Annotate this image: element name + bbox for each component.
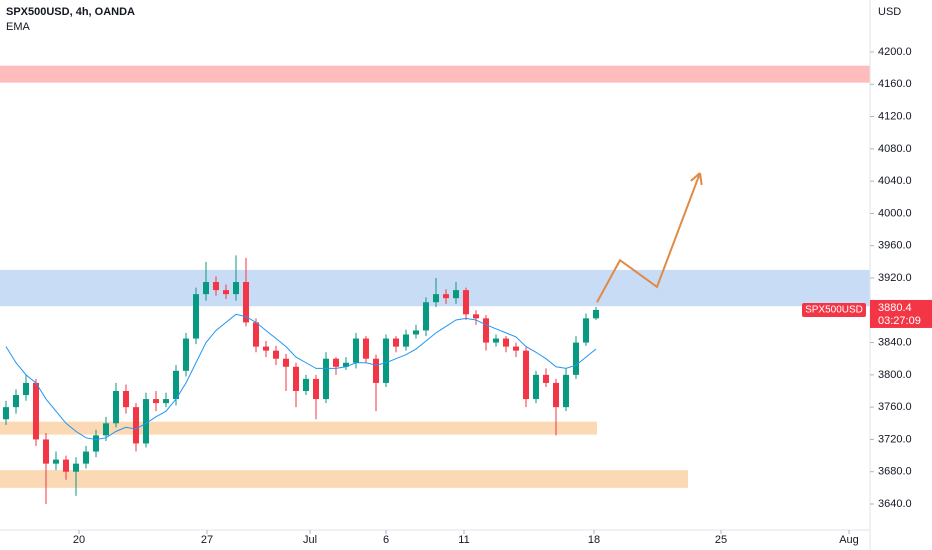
candle-body xyxy=(133,407,139,444)
candle-body xyxy=(493,338,499,343)
y-tick-label: 4000.0 xyxy=(878,207,912,219)
x-tick-label: 27 xyxy=(201,534,213,546)
candle-body xyxy=(83,451,89,464)
y-tick-label: 4120.0 xyxy=(878,110,912,122)
candle-body xyxy=(153,399,159,404)
candle-body xyxy=(553,382,559,408)
candle-body xyxy=(243,282,249,323)
symbol-tag-text: SPX500USD xyxy=(805,305,863,316)
y-tick-label: 3720.0 xyxy=(878,433,912,445)
arrow-head xyxy=(690,172,701,182)
candle-body xyxy=(193,294,199,339)
candle-body xyxy=(73,463,79,472)
symbol-tag xyxy=(802,302,866,317)
zone xyxy=(0,421,597,435)
candle-body xyxy=(383,338,389,383)
y-tick-label: 3840.0 xyxy=(878,336,912,348)
y-tick-label: 3640.0 xyxy=(878,498,912,510)
candle-body xyxy=(3,407,9,420)
candle-body xyxy=(583,318,589,343)
candle-body xyxy=(103,423,109,436)
candle-body xyxy=(523,350,529,400)
ema-line xyxy=(5,313,597,440)
candle-body xyxy=(443,294,449,299)
candle-body xyxy=(183,338,189,371)
candle-body xyxy=(543,374,549,383)
candle-body xyxy=(533,374,539,400)
candle-body xyxy=(573,342,579,375)
candle-body xyxy=(273,350,279,359)
candle-body xyxy=(453,290,459,299)
zone xyxy=(0,65,870,83)
candle-body xyxy=(333,358,339,367)
candle-body xyxy=(143,399,149,444)
candle-body xyxy=(63,459,69,472)
last-price: 3880.4 xyxy=(878,302,912,314)
candle-body xyxy=(563,374,569,408)
candle-body xyxy=(433,294,439,303)
x-tick-label: Jul xyxy=(303,534,317,546)
candle-body xyxy=(593,309,599,319)
x-tick-label: 20 xyxy=(73,534,85,546)
currency-label: USD xyxy=(878,6,901,18)
arrow-head xyxy=(699,172,703,186)
candle-body xyxy=(233,282,239,295)
y-tick-label: 4080.0 xyxy=(878,143,912,155)
candle-body xyxy=(43,439,49,464)
candle-body xyxy=(343,362,349,367)
candle-body xyxy=(23,382,29,396)
x-tick-label: 6 xyxy=(383,534,389,546)
candle-body xyxy=(353,338,359,363)
candle-body xyxy=(323,358,329,400)
indicator-label: EMA xyxy=(6,21,31,33)
candle-body xyxy=(293,366,299,392)
last-price-box xyxy=(870,299,932,328)
x-tick-label: 11 xyxy=(458,534,469,546)
zone xyxy=(0,470,688,488)
candle-body xyxy=(483,318,489,343)
candle-body xyxy=(423,302,429,331)
candle-body xyxy=(213,282,219,291)
candle-body xyxy=(253,322,259,347)
y-tick-label: 3680.0 xyxy=(878,466,912,478)
candle-body xyxy=(113,391,119,424)
candle-body xyxy=(303,378,309,392)
y-tick-label: 4040.0 xyxy=(878,175,912,187)
candle-body xyxy=(283,358,289,367)
candle-body xyxy=(123,391,129,408)
x-tick-label: Aug xyxy=(839,534,859,546)
candle-body xyxy=(363,338,369,359)
candle-body xyxy=(93,435,99,452)
candle-body xyxy=(223,290,229,295)
candle-body xyxy=(403,334,409,347)
y-tick-label: 3760.0 xyxy=(878,401,912,413)
y-tick-label: 4200.0 xyxy=(878,46,912,58)
y-tick-label: 4160.0 xyxy=(878,78,912,90)
candle-body xyxy=(513,346,519,351)
chart-title: SPX500USD, 4h, OANDA xyxy=(6,6,135,18)
candle-body xyxy=(263,346,269,351)
y-tick-label: 3920.0 xyxy=(878,272,912,284)
candle-body xyxy=(53,459,59,464)
y-tick-label: 3960.0 xyxy=(878,240,912,252)
projection-arrow xyxy=(596,172,701,303)
x-tick-label: 18 xyxy=(588,534,600,546)
candle-body xyxy=(313,378,319,400)
candle-body xyxy=(203,282,209,295)
candle-body xyxy=(173,370,179,400)
candle-body xyxy=(393,338,399,347)
candle-body xyxy=(13,395,19,408)
candle-body xyxy=(503,338,509,347)
candle-body xyxy=(373,358,379,383)
candle-body xyxy=(33,382,39,440)
countdown: 03:27:09 xyxy=(878,315,921,327)
candle-body xyxy=(463,290,469,315)
candle-body xyxy=(163,399,169,404)
candle-body xyxy=(473,314,479,319)
candle-body xyxy=(413,330,419,335)
x-tick-label: 25 xyxy=(715,534,727,546)
y-tick-label: 3800.0 xyxy=(878,369,912,381)
